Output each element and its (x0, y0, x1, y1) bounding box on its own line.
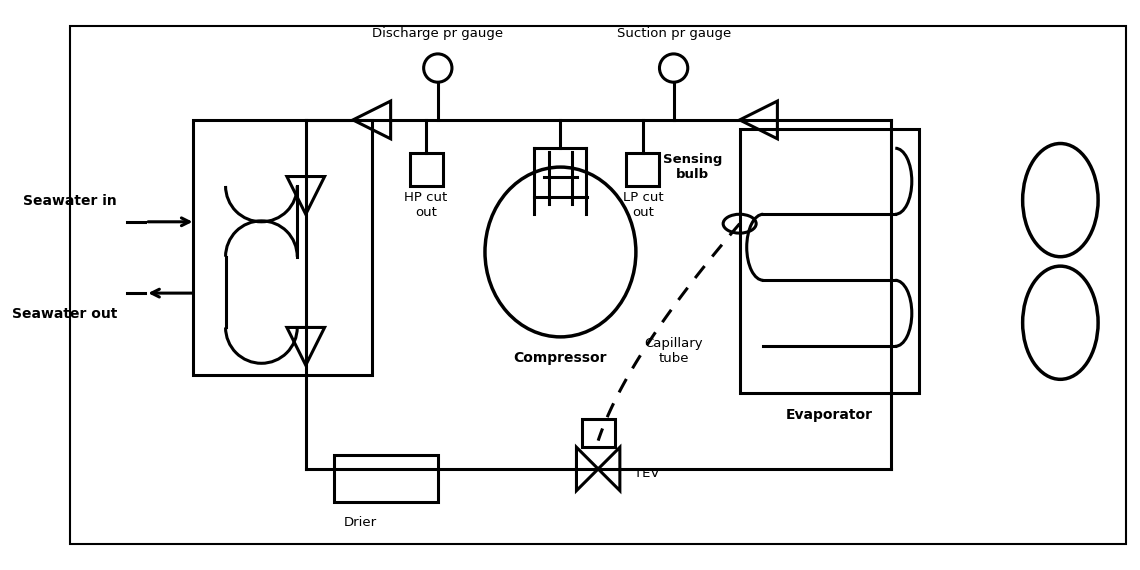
Text: Sensing
bulb: Sensing bulb (662, 153, 722, 181)
Text: TEV: TEV (634, 467, 660, 480)
Bar (627, 153, 659, 186)
Text: Suction pr gauge: Suction pr gauge (617, 27, 731, 40)
Text: Drier: Drier (343, 516, 376, 529)
Bar (409, 153, 442, 186)
Text: Seawater in: Seawater in (23, 194, 117, 207)
Bar (193, 120, 372, 374)
Bar (581, 419, 614, 447)
Bar (740, 129, 919, 393)
Text: HP cut
out: HP cut out (405, 191, 448, 219)
Text: LP cut
out: LP cut out (622, 191, 663, 219)
Bar (334, 455, 438, 502)
Text: Discharge pr gauge: Discharge pr gauge (373, 27, 504, 40)
Text: Evaporator: Evaporator (785, 408, 873, 422)
Text: Capillary
tube: Capillary tube (644, 337, 703, 365)
Text: Seawater out: Seawater out (11, 307, 117, 321)
Text: Compressor: Compressor (514, 351, 608, 365)
